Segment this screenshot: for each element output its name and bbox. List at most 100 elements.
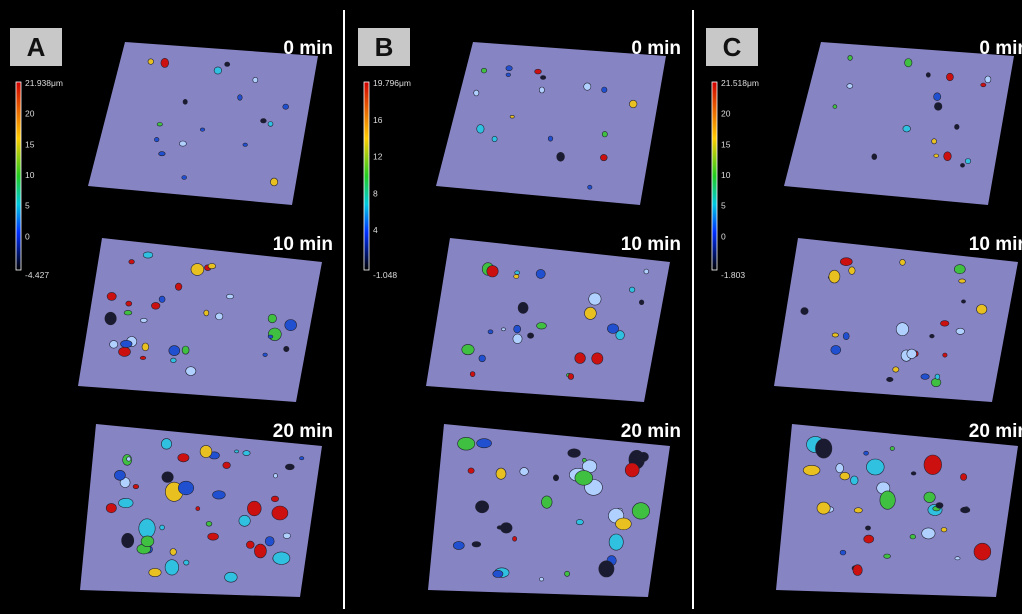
particle <box>160 525 165 530</box>
particle <box>941 528 947 532</box>
scale-label: -1.048 <box>373 270 397 280</box>
particle <box>477 439 492 448</box>
particle <box>817 502 830 514</box>
particle <box>139 519 155 538</box>
scale-label: 20 <box>25 109 35 119</box>
particle <box>607 324 618 334</box>
particle <box>955 557 960 560</box>
particle <box>840 550 846 555</box>
particle <box>213 491 226 499</box>
particle <box>126 301 132 306</box>
particle <box>589 293 601 305</box>
particle <box>182 346 189 354</box>
particle <box>161 439 171 450</box>
particle <box>127 457 131 461</box>
particle <box>243 143 248 146</box>
particle <box>162 472 173 483</box>
particle <box>866 459 884 475</box>
panel-label: C <box>723 32 742 62</box>
particle <box>225 572 238 582</box>
particle <box>843 333 849 340</box>
scale-label: 15 <box>721 139 731 149</box>
particle <box>816 439 832 458</box>
particle <box>602 131 607 137</box>
particle <box>506 73 511 77</box>
particle <box>903 125 911 132</box>
particle <box>960 474 966 481</box>
particle <box>934 154 939 157</box>
particle <box>853 565 862 576</box>
particle <box>165 560 179 575</box>
micrograph <box>774 238 1018 402</box>
particle <box>157 123 162 127</box>
particle <box>981 83 986 87</box>
particle <box>840 258 852 266</box>
particle <box>644 269 649 274</box>
particle <box>169 346 180 356</box>
particle <box>487 266 498 277</box>
particle <box>502 328 506 331</box>
micrograph <box>436 42 666 205</box>
particle <box>200 128 204 131</box>
particle <box>924 455 942 475</box>
particle <box>977 305 987 315</box>
time-label: 10 min <box>621 234 681 255</box>
scale-label: 20 <box>721 109 731 119</box>
particle <box>872 154 877 160</box>
particle <box>492 136 497 142</box>
particle <box>183 99 187 104</box>
particle <box>592 353 603 364</box>
particle <box>254 544 266 558</box>
particle <box>896 323 908 336</box>
scale-label: -4.427 <box>25 270 49 280</box>
particle <box>632 503 649 519</box>
particle <box>557 152 565 161</box>
particle <box>932 139 937 144</box>
particle <box>154 137 159 141</box>
particle <box>285 320 297 331</box>
particle <box>520 468 529 476</box>
particle <box>568 449 581 458</box>
particle <box>944 152 952 161</box>
particle <box>110 341 118 349</box>
particle <box>141 536 154 547</box>
particle <box>235 450 239 453</box>
particle <box>510 115 514 118</box>
particle <box>122 533 134 547</box>
particle <box>575 471 593 486</box>
particle <box>208 263 216 268</box>
particle <box>934 93 941 101</box>
particle <box>926 73 930 78</box>
time-label: 0 min <box>283 38 333 59</box>
particle <box>829 270 840 283</box>
particle <box>540 76 545 80</box>
particle <box>553 475 558 481</box>
time-label: 0 min <box>631 38 681 59</box>
particle <box>943 353 947 357</box>
particle <box>272 506 288 520</box>
color-scale <box>16 82 21 270</box>
particle <box>208 533 219 540</box>
color-scale <box>712 82 717 270</box>
particle <box>476 501 489 513</box>
scale-label: 4 <box>373 225 378 235</box>
particle <box>864 451 869 455</box>
page: {"panels":[ {"label":"A","scale":{"label… <box>0 0 1022 609</box>
particle <box>629 100 637 108</box>
particle <box>261 119 267 123</box>
particle <box>477 125 484 134</box>
particle <box>946 73 953 81</box>
particle <box>922 528 935 539</box>
particle <box>960 163 964 167</box>
particle <box>273 552 290 565</box>
particle <box>121 340 133 347</box>
particle <box>599 561 614 577</box>
scale-label: 16 <box>373 115 383 125</box>
particle <box>910 534 916 539</box>
scale-label: 21.518μm <box>721 78 759 88</box>
particle <box>178 481 193 495</box>
scale-label: -1.803 <box>721 270 745 280</box>
particle <box>548 136 553 141</box>
particle <box>196 507 200 511</box>
particle <box>833 105 837 109</box>
